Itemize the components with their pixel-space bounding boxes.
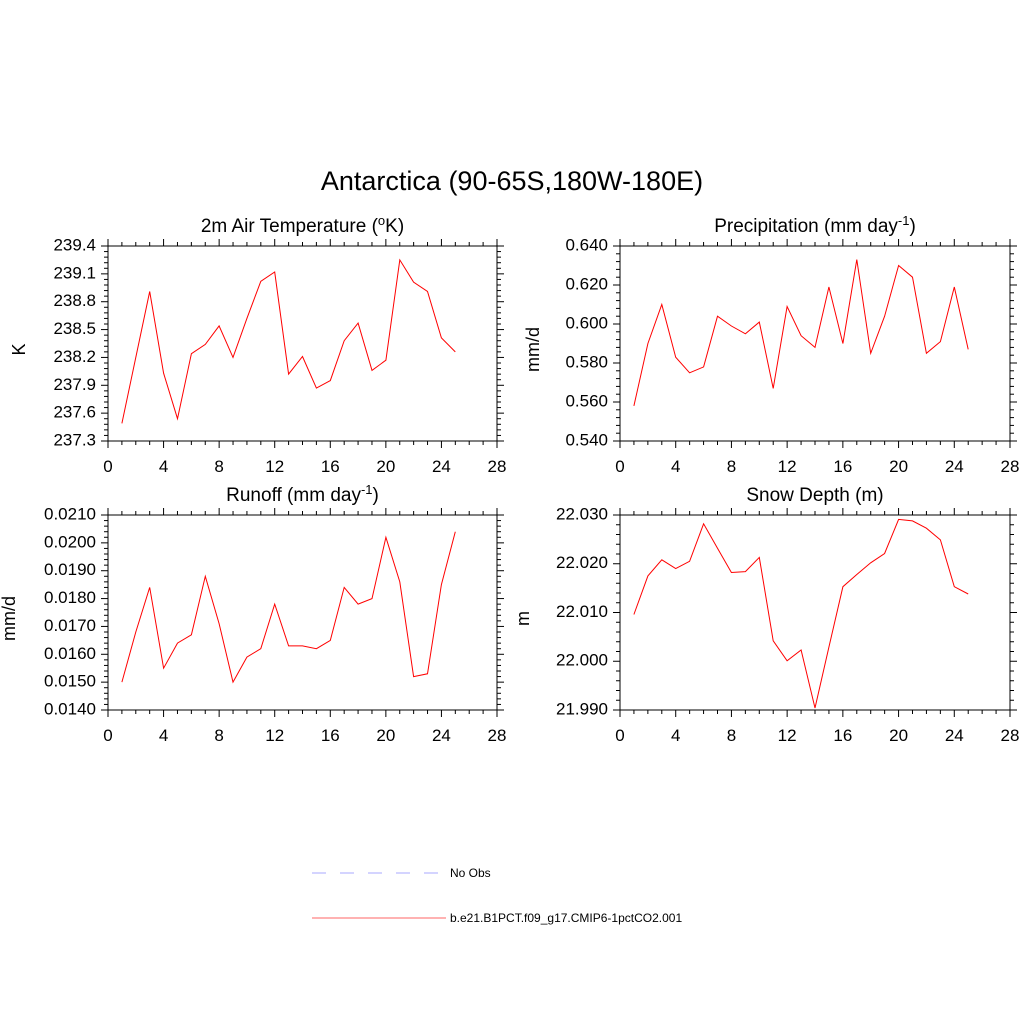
y-tick-label: 237.3	[53, 430, 96, 449]
y-tick-label: 0.0150	[44, 672, 96, 691]
plot-frame	[107, 245, 498, 442]
panel-title: Snow Depth (m)	[746, 485, 883, 506]
y-tick-label: 0.540	[565, 430, 608, 449]
panel-title: Precipitation (mm day-1)	[714, 213, 916, 237]
x-tick-label: 12	[778, 726, 797, 745]
y-tick-label: 0.580	[565, 352, 608, 371]
y-tick-label: 0.560	[565, 391, 608, 410]
y-tick-label: 0.0140	[44, 699, 96, 718]
panel-air-temperature: 2m Air Temperature (oK) K 0 4 8 12 16 20 24 28 237…	[9, 213, 507, 476]
y-axis-label: mm/d	[523, 327, 543, 372]
y-tick-label: 21.990	[556, 699, 608, 718]
y-tick-label: 0.620	[565, 274, 608, 293]
y-tick-label: 22.020	[556, 553, 608, 572]
x-tick-label: 0	[103, 457, 112, 476]
x-tick-label: 24	[945, 726, 964, 745]
x-tick-label: 20	[889, 457, 908, 476]
y-tick-label: 239.1	[53, 263, 96, 282]
panel-precipitation: Precipitation (mm day-1) mm/d 0 4 8 12 16 20 24 2…	[523, 213, 1020, 476]
y-tick-label: 238.5	[53, 319, 96, 338]
series-line	[121, 531, 456, 684]
y-tick-label: 238.8	[53, 291, 96, 310]
x-tick-label: 16	[321, 726, 340, 745]
y-tick-label: 237.9	[53, 375, 96, 394]
panel-runoff: Runoff (mm day-1) mm/d 0 4 8 12 16 20 24 28 0.0140…	[0, 482, 506, 745]
x-tick-label: 4	[159, 726, 168, 745]
x-tick-label: 28	[1001, 457, 1020, 476]
plot-frame	[107, 514, 498, 711]
x-tick-label: 24	[432, 726, 451, 745]
x-tick-label: 8	[727, 726, 736, 745]
legend-model-label: b.e21.B1PCT.f09_g17.CMIP6-1pctCO2.001	[450, 911, 682, 925]
plot-frame	[619, 514, 1011, 711]
legend: No Obs b.e21.B1PCT.f09_g17.CMIP6-1pctCO2…	[312, 866, 682, 925]
x-tick-label: 4	[671, 457, 680, 476]
x-tick-label: 12	[778, 457, 797, 476]
x-tick-label: 8	[214, 457, 223, 476]
y-tick-label: 237.6	[53, 403, 96, 422]
x-tick-label: 16	[833, 457, 852, 476]
y-axis-label: K	[9, 343, 29, 355]
y-tick-label: 22.030	[556, 504, 608, 523]
y-tick-label: 238.2	[53, 347, 96, 366]
panel-title-superscript: -1	[898, 213, 910, 228]
x-tick-label: 4	[671, 726, 680, 745]
panel-title: Runoff (mm day-1)	[226, 482, 379, 506]
panel-title-text: Snow Depth (m)	[746, 485, 883, 506]
x-tick-label: 24	[432, 457, 451, 476]
x-tick-label: 12	[265, 726, 284, 745]
series-line	[633, 259, 969, 407]
y-tick-label: 0.0210	[44, 504, 96, 523]
panel-title-text: Runoff (mm day	[226, 485, 361, 506]
x-tick-label: 8	[727, 457, 736, 476]
panel-title: 2m Air Temperature (oK)	[201, 213, 404, 237]
legend-no-obs-label: No Obs	[450, 866, 491, 880]
x-tick-label: 0	[103, 726, 112, 745]
x-tick-label: 28	[488, 726, 507, 745]
x-tick-label: 20	[376, 457, 395, 476]
series-line	[633, 518, 969, 709]
panel-title-superscript: o	[378, 213, 385, 228]
x-tick-label: 0	[615, 726, 624, 745]
panel-title-tail: K)	[385, 216, 404, 237]
x-tick-label: 16	[833, 726, 852, 745]
panel-title-text: Precipitation (mm day	[714, 216, 898, 237]
x-tick-label: 16	[321, 457, 340, 476]
x-tick-label: 4	[159, 457, 168, 476]
y-tick-label: 0.0190	[44, 560, 96, 579]
panel-title-tail: )	[909, 216, 915, 237]
y-tick-label: 0.0180	[44, 588, 96, 607]
figure-title: Antarctica (90-65S,180W-180E)	[321, 166, 703, 196]
x-tick-label: 28	[1001, 726, 1020, 745]
y-axis-label: m	[513, 611, 533, 626]
y-tick-label: 22.000	[556, 651, 608, 670]
x-tick-label: 24	[945, 457, 964, 476]
panel-title-tail: )	[373, 485, 379, 506]
x-tick-label: 12	[265, 457, 284, 476]
y-tick-label: 0.600	[565, 313, 608, 332]
x-tick-label: 8	[214, 726, 223, 745]
panel-snow-depth: Snow Depth (m) m 0 4 8 12 16 20 24 28 21.990 22.000…	[513, 485, 1020, 745]
y-tick-label: 0.0200	[44, 532, 96, 551]
x-tick-label: 0	[615, 457, 624, 476]
x-tick-label: 20	[376, 726, 395, 745]
panel-title-superscript: -1	[361, 482, 373, 497]
y-tick-label: 22.010	[556, 602, 608, 621]
panel-title-text: 2m Air Temperature (	[201, 216, 379, 237]
plot-frame	[619, 245, 1011, 442]
series-line	[121, 258, 456, 424]
x-tick-label: 28	[488, 457, 507, 476]
y-tick-label: 239.4	[53, 235, 96, 254]
y-axis-label: mm/d	[0, 596, 19, 641]
y-tick-label: 0.640	[565, 235, 608, 254]
y-tick-label: 0.0160	[44, 644, 96, 663]
x-tick-label: 20	[889, 726, 908, 745]
y-tick-label: 0.0170	[44, 616, 96, 635]
